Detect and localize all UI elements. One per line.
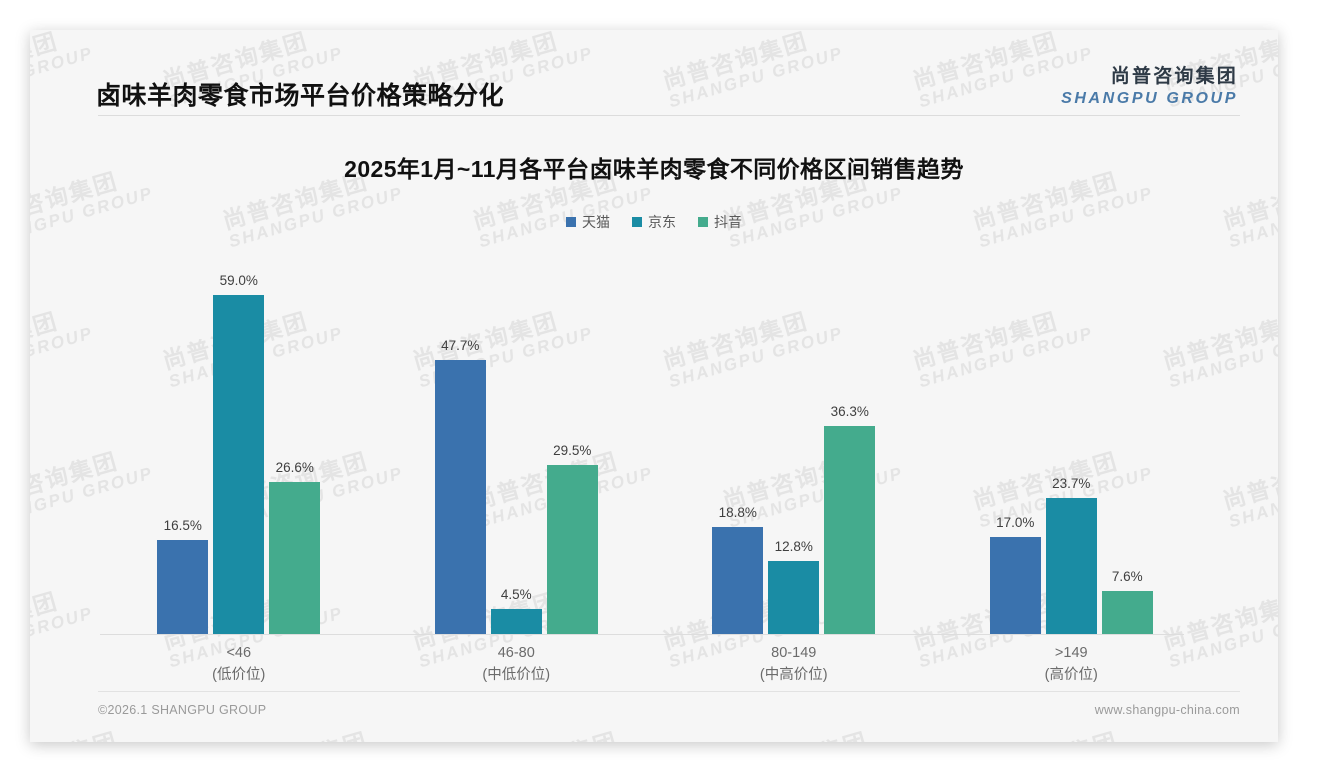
logo-english-text: SHANGPU GROUP	[1061, 90, 1238, 107]
bar-slot: 12.8%	[768, 260, 820, 635]
bar-value-label: 18.8%	[718, 504, 757, 520]
x-tick-range: 46-80	[497, 645, 535, 661]
bar-slot: 23.7%	[1045, 260, 1097, 635]
brand-logo: 尚普咨询集团 SHANGPU GROUP	[1061, 61, 1238, 108]
bar-slot: 17.0%	[989, 260, 1041, 635]
chart-plot-area: 16.5% 59.0% 26.6% 47.7% 4.5% 29.5% 18.8% 12.8% 3…	[100, 260, 1210, 635]
bar-value-label: 47.7%	[441, 337, 480, 353]
bar-value-label: 29.5%	[553, 442, 592, 458]
legend-swatch-icon	[566, 217, 576, 227]
bar-slot: 26.6%	[269, 260, 321, 635]
x-tick-sublabel: (中低价位)	[482, 667, 551, 684]
legend-swatch-icon	[632, 217, 642, 227]
legend-label: 京东	[648, 214, 676, 230]
bar-抖音->149[interactable]: 7.6%	[1101, 569, 1153, 635]
x-tick-sublabel: (中高价位)	[759, 667, 828, 684]
legend-item-抖音[interactable]: 抖音	[698, 212, 742, 232]
x-axis-labels: <46 (低价位) 46-80 (中低价位) 80-149 (中高价位) >149 (高价位)	[100, 642, 1210, 687]
x-axis-tick-label: <46 (低价位)	[100, 642, 378, 687]
bar-天猫->149[interactable]: 17.0%	[989, 515, 1041, 635]
bar-value-label: 36.3%	[830, 403, 869, 419]
header-divider	[98, 115, 1240, 116]
bar-天猫-<46[interactable]: 16.5%	[157, 518, 209, 635]
bar-slot: 36.3%	[824, 260, 876, 635]
bar-value-label: 17.0%	[996, 514, 1035, 530]
chart-legend: 天猫 京东 抖音	[30, 212, 1278, 232]
bar-抖音-<46[interactable]: 26.6%	[269, 460, 321, 635]
bar-京东-<46[interactable]: 59.0%	[213, 273, 265, 635]
bar-抖音-80-149[interactable]: 36.3%	[824, 404, 876, 635]
bar-slot: 7.6%	[1101, 260, 1153, 635]
bar-抖音-46-80[interactable]: 29.5%	[546, 443, 598, 635]
slide-header: 卤味羊肉零食市场平台价格策略分化 尚普咨询集团 SHANGPU GROUP	[30, 30, 1278, 116]
x-tick-range: 80-149	[771, 645, 817, 661]
x-axis-tick-label: 46-80 (中低价位)	[378, 642, 656, 687]
legend-item-京东[interactable]: 京东	[632, 212, 676, 232]
x-tick-sublabel: (低价位)	[212, 667, 266, 684]
bar-slot: 29.5%	[546, 260, 598, 635]
x-tick-range: >149	[1054, 645, 1088, 661]
x-tick-sublabel: (高价位)	[1044, 667, 1098, 684]
x-axis-line	[100, 634, 1184, 635]
bar-value-label: 4.5%	[500, 587, 532, 603]
bar-group: 16.5% 59.0% 26.6%	[100, 260, 378, 635]
bar-slot: 4.5%	[490, 260, 542, 635]
footer-divider	[98, 691, 1240, 692]
bar-slot: 47.7%	[434, 260, 486, 635]
bar-value-label: 12.8%	[774, 539, 813, 555]
bar-group: 17.0% 23.7% 7.6%	[933, 260, 1211, 635]
bar-京东->149[interactable]: 23.7%	[1045, 476, 1097, 635]
bar-天猫-46-80[interactable]: 47.7%	[434, 338, 486, 635]
bar-天猫-80-149[interactable]: 18.8%	[712, 505, 764, 635]
legend-label: 天猫	[582, 214, 610, 230]
bar-京东-80-149[interactable]: 12.8%	[768, 539, 820, 635]
bar-value-label: 26.6%	[275, 459, 314, 475]
legend-item-天猫[interactable]: 天猫	[566, 212, 610, 232]
bar-group: 18.8% 12.8% 36.3%	[655, 260, 933, 635]
bar-京东-46-80[interactable]: 4.5%	[490, 587, 542, 635]
footer-website[interactable]: www.shangpu-china.com	[1094, 703, 1240, 717]
chart-title: 2025年1月~11月各平台卤味羊肉零食不同价格区间销售趋势	[344, 156, 964, 182]
logo-chinese-text: 尚普咨询集团	[1110, 66, 1238, 87]
page-title: 卤味羊肉零食市场平台价格策略分化	[96, 82, 505, 110]
bar-value-label: 23.7%	[1052, 476, 1091, 492]
bar-slot: 16.5%	[157, 260, 209, 635]
x-axis-tick-label: 80-149 (中高价位)	[655, 642, 933, 687]
x-axis-tick-label: >149 (高价位)	[933, 642, 1211, 687]
legend-label: 抖音	[714, 214, 742, 230]
bar-value-label: 59.0%	[219, 272, 258, 288]
bar-slot: 59.0%	[213, 260, 265, 635]
bar-slot: 18.8%	[712, 260, 764, 635]
bar-value-label: 7.6%	[1111, 569, 1143, 585]
bar-value-label: 16.5%	[163, 517, 202, 533]
bar-group: 47.7% 4.5% 29.5%	[378, 260, 656, 635]
legend-swatch-icon	[698, 217, 708, 227]
footer-copyright: ©2026.1 SHANGPU GROUP	[98, 703, 267, 717]
x-tick-range: <46	[226, 645, 252, 661]
